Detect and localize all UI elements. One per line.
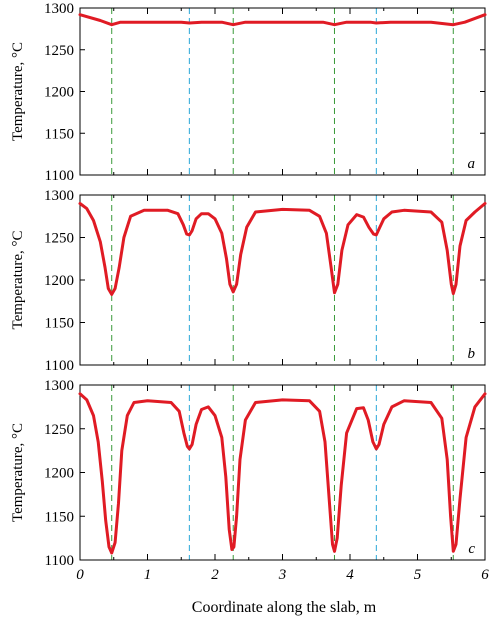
y-tick-label-b-4: 1300: [44, 188, 74, 204]
x-tick-label-0: 0: [76, 567, 84, 583]
series-line-a-0: [78, 13, 487, 27]
y-tick-label-a-3: 1250: [44, 43, 74, 59]
y-axis-label-c: Temperature, °C: [10, 423, 26, 522]
plot-frame-a: [79, 7, 486, 176]
y-tick-label-c-4: 1300: [44, 378, 74, 394]
y-tick-label-a-0: 1100: [45, 168, 74, 184]
y-tick-label-c-0: 1100: [45, 553, 74, 569]
chart-panel-a: 1100 1150 1200 1250 1300 Temperature, °C a: [10, 1, 487, 184]
y-tick-label-a-2: 1200: [44, 85, 74, 101]
y-tick-label-c-1: 1150: [45, 509, 74, 525]
chart-panel-c: 1100 1150 1200 1250 1300 0 1 2 3 4 5 6 Temperature, …: [10, 378, 489, 583]
panel-label-a: a: [468, 156, 476, 172]
y-tick-label-c-2: 1200: [44, 466, 74, 482]
x-tick-label-6: 6: [481, 567, 489, 583]
plot-frame-c: [79, 384, 486, 561]
y-axis-label-b: Temperature, °C: [10, 230, 26, 329]
y-tick-label-a-4: 1300: [44, 1, 74, 17]
y-tick-label-b-1: 1150: [45, 316, 74, 332]
y-tick-label-b-2: 1200: [44, 273, 74, 289]
x-tick-label-1: 1: [144, 567, 152, 583]
series-line-c-0: [78, 392, 487, 555]
x-tick-label-5: 5: [414, 567, 422, 583]
panel-label-c: c: [468, 541, 475, 557]
x-tick-label-4: 4: [346, 567, 354, 583]
y-tick-label-c-3: 1250: [44, 422, 74, 438]
y-tick-label-b-3: 1250: [44, 231, 74, 247]
panel-label-b: b: [468, 346, 476, 362]
plot-frame-b: [79, 194, 486, 366]
chart-panel-b: 1100 1150 1200 1250 1300 Temperature, °C b: [10, 188, 487, 374]
x-axis-label: Coordinate along the slab, m: [192, 599, 377, 616]
series-line-b-0: [78, 202, 487, 296]
y-axis-label-a: Temperature, °C: [10, 42, 26, 141]
y-tick-label-a-1: 1150: [45, 126, 74, 142]
x-tick-label-3: 3: [278, 567, 287, 583]
y-tick-label-b-0: 1100: [45, 358, 74, 374]
x-tick-label-2: 2: [211, 567, 219, 583]
